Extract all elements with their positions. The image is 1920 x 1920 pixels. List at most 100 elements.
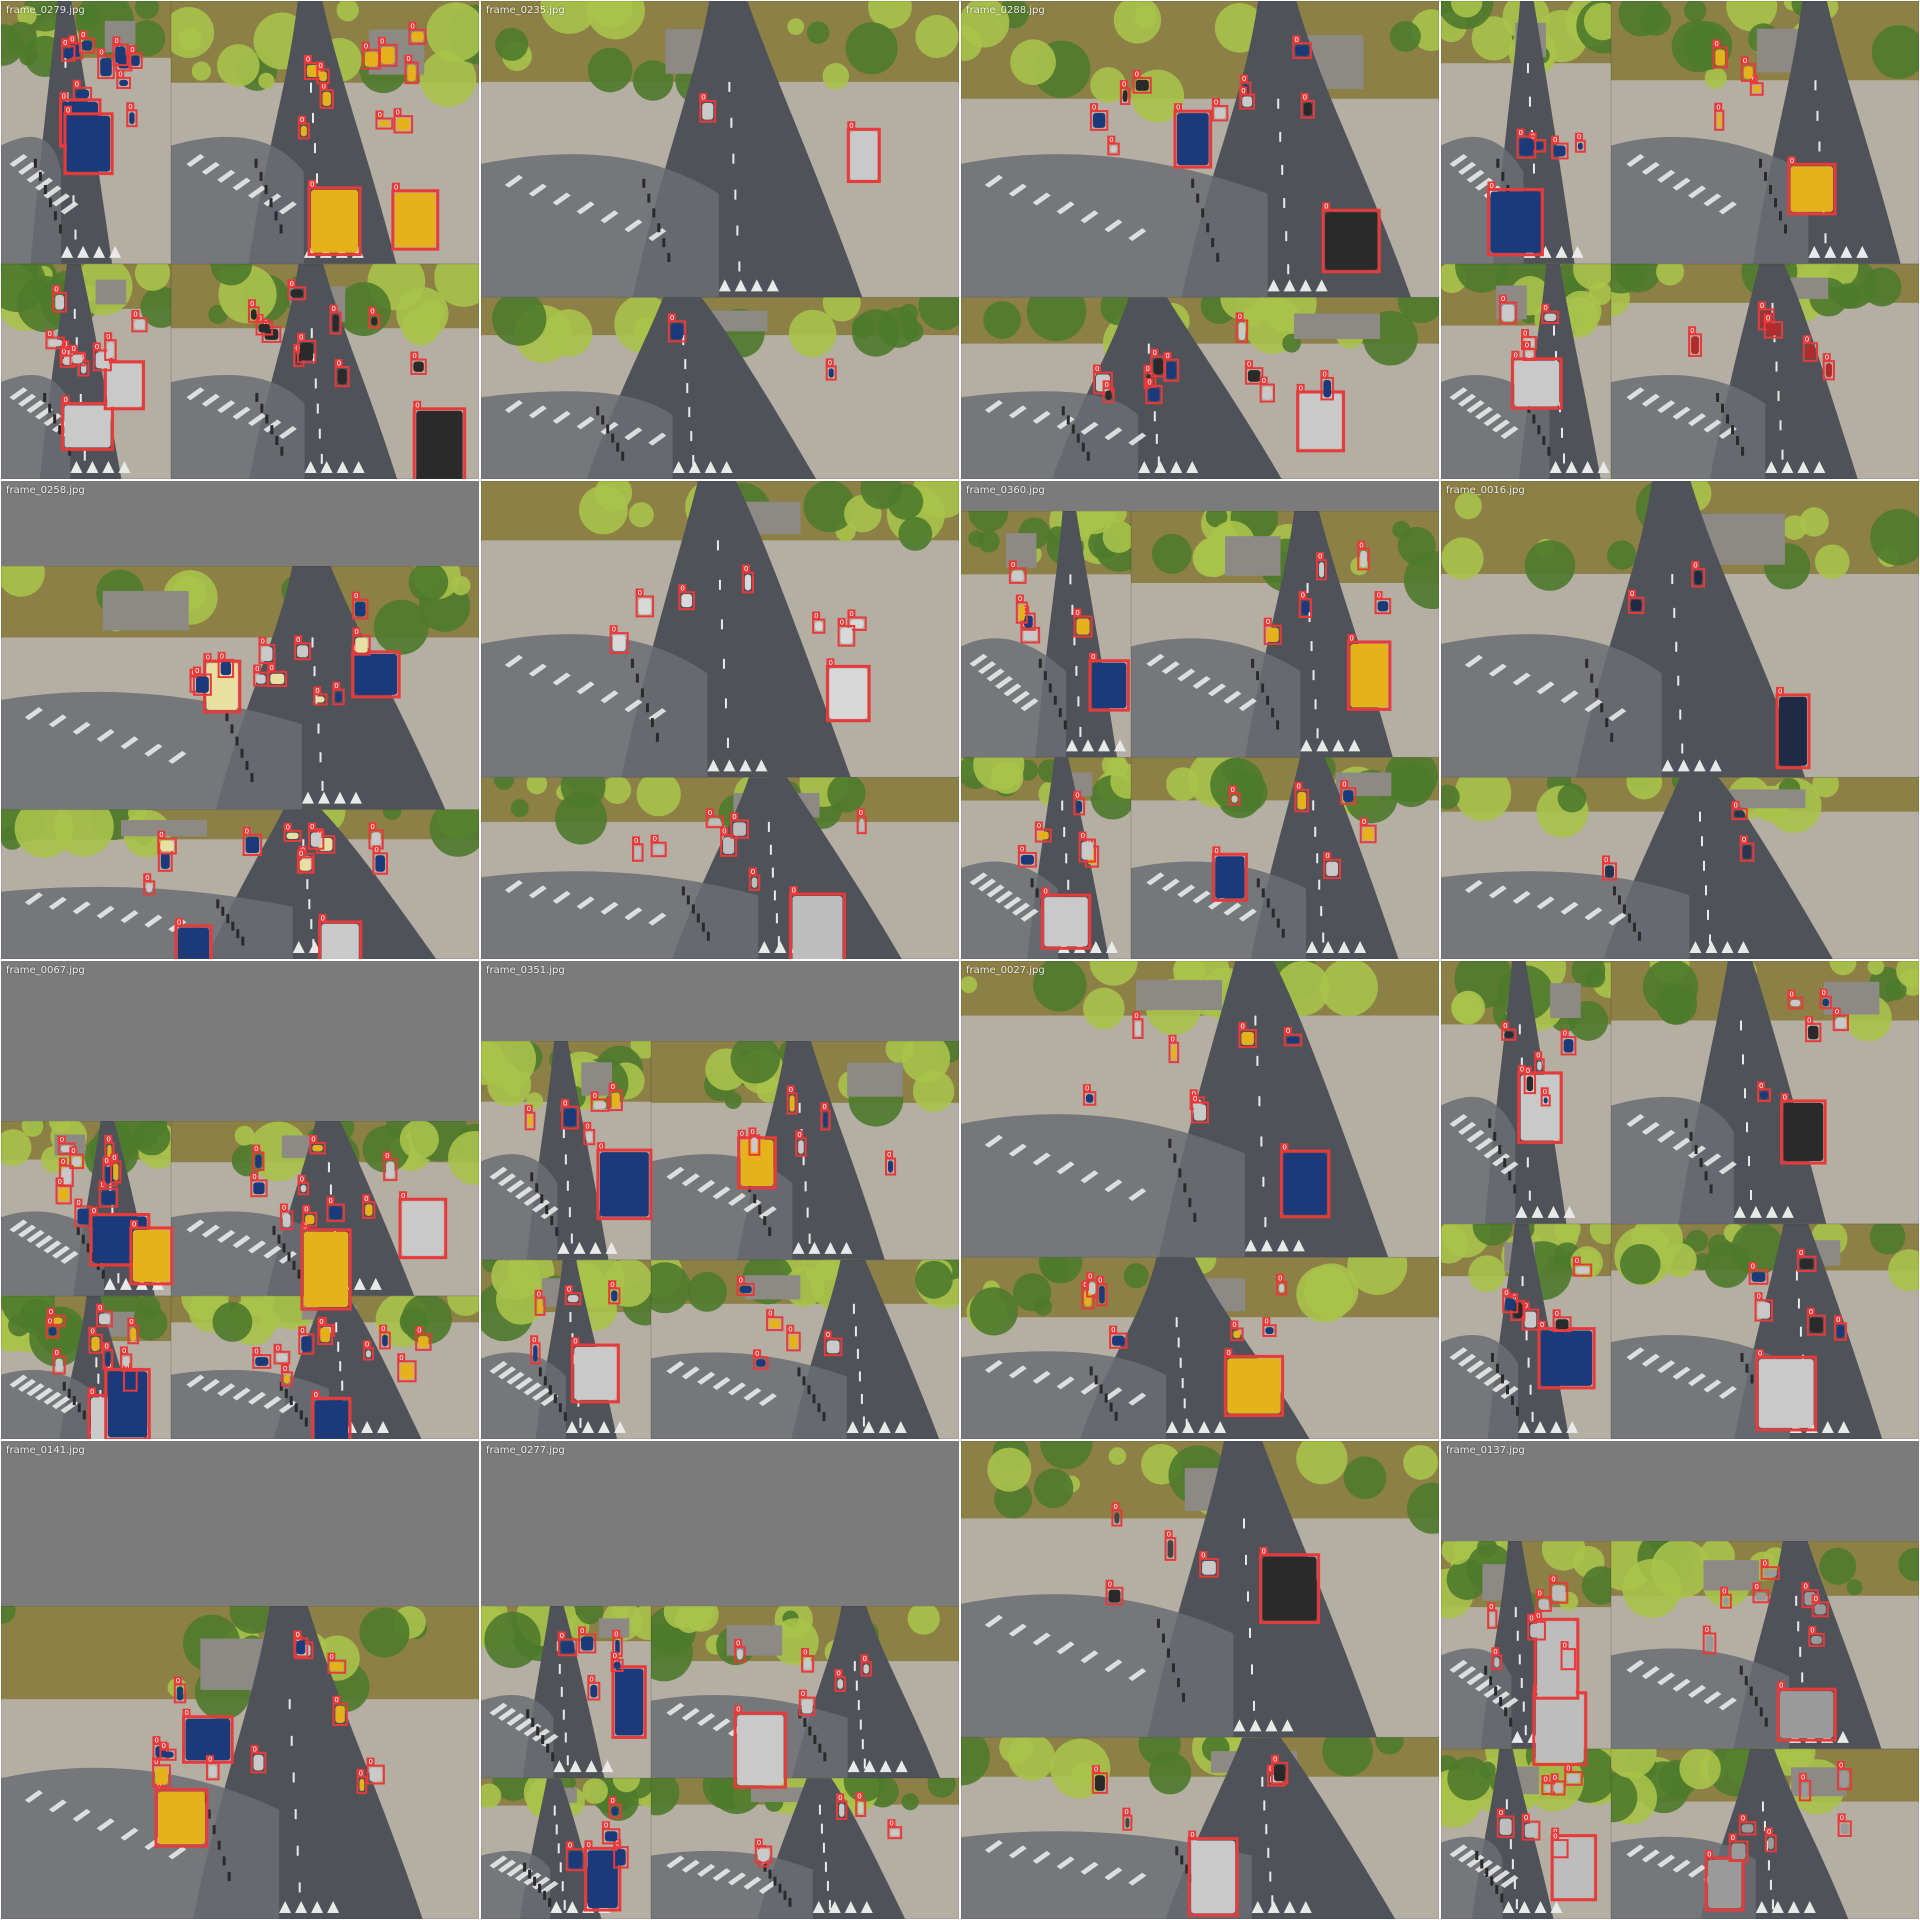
vehicle [1089,1282,1096,1295]
detection-box [45,336,66,350]
detection-box [1627,596,1645,614]
vehicle [1742,845,1752,859]
box-label: 0 [396,109,400,117]
box-label: 0 [580,1627,584,1635]
box-label-tag [57,1135,66,1144]
box-label: 0 [1520,1065,1524,1073]
box-label: 0 [1231,786,1235,794]
box-label-tag [530,1335,539,1344]
vehicle [162,1751,174,1758]
vehicle [402,1201,444,1256]
box-label-tag [1271,1754,1280,1763]
box-label-tag [1728,1833,1737,1842]
detection-box [1550,142,1569,160]
vehicle [322,91,331,106]
box-label: 0 [114,37,118,45]
box-label: 0 [1577,133,1581,141]
vehicle [1575,1266,1590,1274]
vehicle [1125,1817,1130,1828]
vehicle [757,1848,770,1861]
box-label: 0 [1147,378,1151,386]
box-label: 0 [354,628,358,636]
vehicle [1360,550,1367,568]
detection-box [1760,1566,1780,1580]
detection-box [255,320,274,336]
scene-frame [1611,1,1919,264]
vehicle [804,1658,812,1670]
box-label: 0 [154,1758,158,1766]
box-label-tag [404,54,413,63]
box-label-tag [1801,1582,1810,1591]
box-label: 0 [276,1344,280,1352]
detection-box [332,688,345,706]
box-label-tag [1244,360,1253,369]
vehicle [1543,1097,1548,1104]
building [1225,536,1281,576]
box-label-tag [1764,1827,1773,1836]
box-label: 0 [1247,361,1251,369]
box-label: 0 [1553,1833,1557,1841]
box-label: 0 [364,1195,368,1203]
vehicle [290,289,304,298]
box-label: 0 [1192,1090,1196,1098]
frame-filename: frame_0351.jpg [486,965,565,976]
box-label: 0 [1743,57,1747,65]
box-label-tag [1811,1594,1820,1603]
detection-box [1132,76,1152,94]
box-label-tag [1627,589,1636,598]
vehicle [177,927,209,959]
vehicle [1524,1823,1538,1838]
box-label-tag [1805,1015,1814,1024]
box-label: 0 [1322,370,1326,378]
vehicle [850,131,878,180]
building [1703,1560,1759,1591]
vehicle [195,676,209,693]
box-label: 0 [612,626,616,634]
vehicle [413,361,424,372]
vehicle [305,1214,315,1225]
detection-box [252,1354,272,1369]
box-label: 0 [206,654,210,662]
box-label-tag [826,658,835,667]
box-label: 0 [1113,1503,1117,1511]
vehicle [1299,393,1342,449]
box-label-tag [786,1324,795,1333]
box-label-tag [825,358,834,367]
box-label-tag [61,395,70,404]
detection-box [1780,1099,1827,1165]
box-label: 0 [585,1122,589,1130]
detection-box [1806,1314,1826,1336]
vehicle [1537,1621,1576,1697]
box-label-tag [650,834,659,843]
box-label-tag [102,1156,111,1165]
detection-box [699,99,717,123]
box-label-tag [1280,1143,1289,1152]
box-label-tag [557,1631,566,1640]
frame-filename: frame_0288.jpg [966,5,1045,16]
detection-box [1292,42,1312,59]
detection-box [98,1187,119,1208]
vehicle [119,79,129,87]
vehicle [1494,1657,1500,1668]
box-label: 0 [826,1331,830,1339]
vehicle [380,46,395,64]
mosaic-tile: 0 0 0 0 0 0 0 0 0 0 0 0 0 0 0 0 0 0 0 0 0 0 frame_0351.jpg [481,961,959,1439]
box-label: 0 [789,1086,793,1094]
box-label: 0 [1232,1321,1236,1329]
box-label: 0 [81,31,85,39]
detection-box [1776,1687,1837,1742]
box-label-tag [1535,1589,1544,1598]
box-label: 0 [304,1205,308,1213]
box-label-tag [297,115,306,124]
box-label-tag [1802,335,1811,344]
vehicle [1227,1358,1281,1414]
box-label-tag [1754,1292,1763,1301]
box-label: 0 [859,809,863,817]
box-label: 0 [161,1742,165,1750]
box-label: 0 [1524,1814,1528,1822]
scene-frame [1,1295,171,1439]
box-label: 0 [1693,561,1697,569]
box-label-tag [1190,1094,1199,1103]
